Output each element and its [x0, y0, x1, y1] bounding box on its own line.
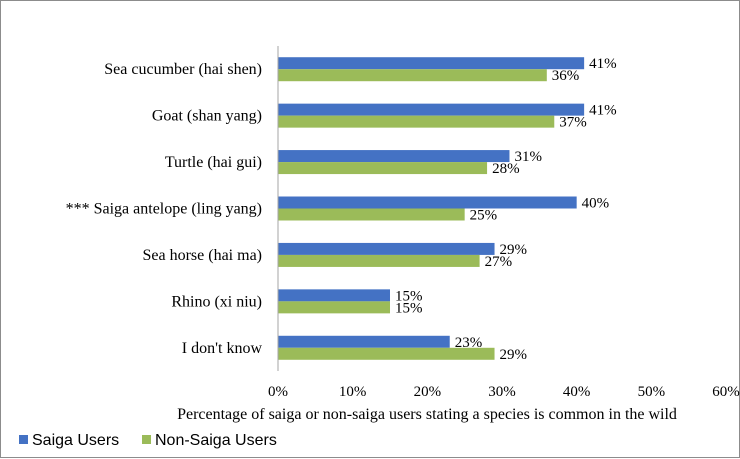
data-label: 28%: [492, 161, 519, 177]
bar-saiga-users: [278, 289, 390, 302]
data-label: 25%: [470, 208, 498, 224]
bar-saiga-users: [278, 242, 495, 255]
data-label: 29%: [500, 347, 528, 363]
legend-label: Saiga Users: [32, 432, 119, 449]
x-tick-label: 60%: [712, 384, 740, 400]
data-label: 37%: [559, 115, 587, 131]
bar-saiga-users: [278, 150, 510, 163]
bar-non-saiga-users: [278, 301, 390, 314]
legend-label: Non-Saiga Users: [155, 432, 277, 449]
category-label: Rhino (xi niu): [171, 293, 262, 310]
bar-non-saiga-users: [278, 69, 547, 82]
category-label: *** Saiga antelope (ling yang): [66, 201, 262, 218]
category-label: Goat (shan yang): [152, 108, 262, 125]
x-axis-tick-labels: 0% 10% 20% 30% 40% 50% 60%: [268, 384, 740, 400]
data-label: 29%: [500, 242, 528, 258]
bars: [278, 57, 585, 360]
legend-swatch: [19, 435, 28, 444]
data-label: 36%: [552, 68, 580, 84]
category-label: Turtle (hai gui): [165, 154, 262, 171]
x-tick-label: 50%: [638, 384, 666, 400]
data-label: 27%: [485, 254, 512, 270]
x-tick-label: 0%: [268, 384, 288, 400]
x-tick-label: 30%: [488, 384, 516, 400]
bar-saiga-users: [278, 335, 450, 348]
data-labels: 41%36%41%37%31%28%40%25%29%27%15%15%23%2…: [395, 56, 617, 363]
data-label: 23%: [455, 335, 483, 351]
legend: Saiga Users Non-Saiga Users: [19, 432, 277, 449]
data-label: 31%: [514, 149, 542, 165]
bar-non-saiga-users: [278, 115, 555, 128]
data-label: 15%: [395, 288, 423, 304]
x-tick-label: 10%: [339, 384, 367, 400]
bar-saiga-users: [278, 103, 585, 116]
x-axis-title: Percentage of saiga or non-saiga users s…: [177, 406, 677, 423]
bar-non-saiga-users: [278, 162, 488, 175]
legend-swatch: [142, 435, 151, 444]
bar-non-saiga-users: [278, 254, 480, 267]
data-label: 41%: [589, 103, 617, 119]
category-labels: Sea cucumber (hai shen) Goat (shan yang) T…: [66, 61, 263, 357]
bar-non-saiga-users: [278, 208, 465, 221]
bar-non-saiga-users: [278, 347, 495, 360]
bar-saiga-users: [278, 196, 577, 209]
bar-saiga-users: [278, 57, 585, 70]
x-tick-label: 20%: [414, 384, 442, 400]
x-tick-label: 40%: [563, 384, 591, 400]
category-label: Sea cucumber (hai shen): [104, 61, 262, 78]
data-label: 41%: [589, 56, 617, 72]
data-label: 40%: [582, 196, 610, 212]
category-label: I don't know: [182, 340, 263, 357]
data-label: 15%: [395, 300, 423, 316]
category-label: Sea horse (hai ma): [142, 247, 262, 264]
